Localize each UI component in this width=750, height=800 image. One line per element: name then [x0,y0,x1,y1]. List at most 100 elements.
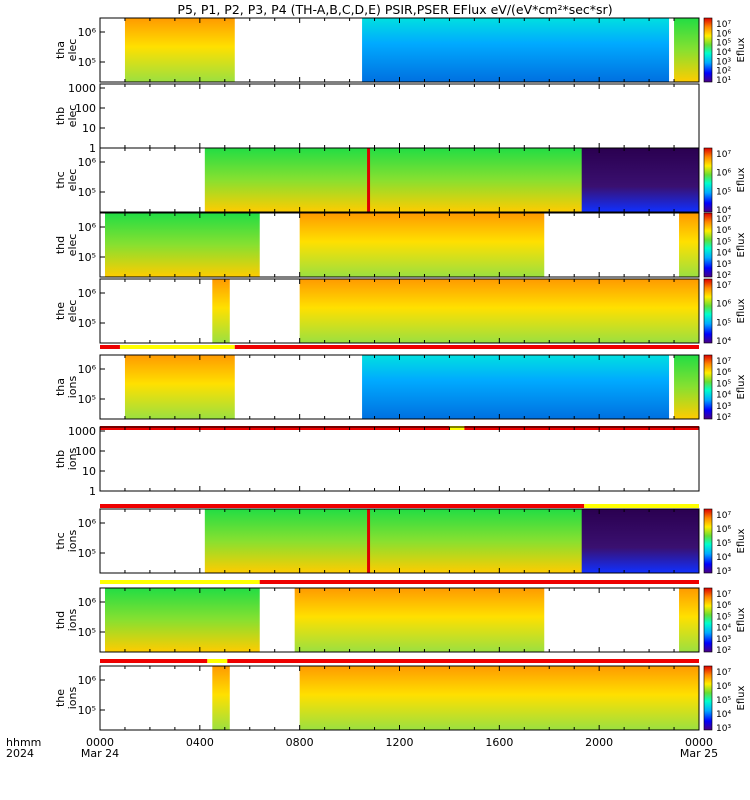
y-axis-label-probe: thc [54,532,67,549]
status-segment [100,659,208,663]
y-tick-label: 10⁵ [78,56,96,69]
panel-thc-ions: 10⁶ 10⁵ thc ions 10⁷ 10⁶ 10⁵ 10⁴ 10³ Eflux [54,508,747,584]
colorbar-tick-label: 10⁶ [716,682,731,692]
colorbar-tick-label: 10⁷ [716,357,731,367]
data-interval [104,588,260,652]
data-interval [362,355,670,419]
colorbar-tick-label: 10⁴ [716,48,731,58]
y-tick-label: 10⁶ [78,221,97,234]
y-tick-label: 10⁵ [78,547,96,560]
panel-thb-elec: 1000 100 10 1 thb elec [54,82,700,155]
y-axis-label-species: elec [66,39,79,62]
colorbar-tick-label: 10¹ [716,76,731,86]
data-interval [294,588,545,652]
status-segment [119,345,235,349]
x-label-row2: 2024 [6,747,34,760]
panel-the-elec: 10⁶ 10⁵ the elec 10⁷ 10⁶ 10⁵ 10⁴ Eflux [54,278,747,349]
colorbar-tick-label: 10⁶ [716,226,731,236]
colorbar-tick-label: 10⁶ [716,601,731,611]
colorbar-label: Eflux [736,232,747,257]
colorbar-tick-label: 10⁵ [716,187,731,197]
y-axis-label-probe: tha [54,378,67,396]
y-tick-label: 10 [82,122,96,135]
colorbar-label: Eflux [736,298,747,323]
y-tick-label: 10⁵ [78,251,96,264]
colorbar-tick-label: 10² [716,67,731,77]
colorbar-tick-label: 10⁷ [716,511,731,521]
x-tick-label: 0800 [286,736,314,749]
status-segment [100,345,120,349]
y-tick-label: 10⁵ [78,317,96,330]
colorbar-tick-label: 10³ [716,567,731,577]
colorbar-tick-label: 10² [716,413,731,423]
x-tick-label: 2000 [585,736,613,749]
y-axis-label-probe: thb [54,450,67,468]
colorbar-tick-label: 10⁶ [716,368,731,378]
colorbar-label: Eflux [736,685,747,710]
y-axis-label-species: elec [66,105,79,128]
data-interval [674,355,699,419]
x-tick-sublabel: Mar 24 [81,747,119,760]
colorbar-tick-label: 10⁶ [716,525,731,535]
data-interval [679,213,699,277]
colorbar-tick-label: 10⁵ [716,237,731,247]
y-tick-label: 100 [75,102,96,115]
colorbar-tick-label: 10³ [716,402,731,412]
x-tick-sublabel: Mar 25 [680,747,718,760]
y-tick-label: 1 [89,142,96,155]
y-axis-label-probe: the [54,302,67,320]
colorbar-tick-label: 10² [716,646,731,656]
chart-title: P5, P1, P2, P3, P4 (TH-A,B,C,D,E) PSIR,P… [177,2,612,17]
y-tick-label: 100 [75,445,96,458]
colorbar-tick-label: 10⁴ [716,624,731,634]
data-interval [124,355,235,419]
panel-thb-ions: 1000 100 10 1 thb ions [54,425,700,508]
y-axis-label-species: ions [66,608,79,631]
y-tick-label: 10⁶ [78,363,97,376]
status-segment [207,659,228,663]
panel-thc-elec: 10⁶ 10⁵ thc elec 10⁷ 10⁶ 10⁵ 10⁴ Eflux [54,147,747,216]
data-interval [299,213,545,277]
colorbar-tick-label: 10⁴ [716,337,731,347]
status-segment [259,580,699,584]
y-tick-label: 10⁵ [78,626,96,639]
y-tick-label: 10⁵ [78,393,96,406]
y-axis-label-species: elec [66,300,79,323]
data-interval [674,18,699,82]
status-segment [584,504,699,508]
y-tick-label: 10⁶ [78,26,97,39]
y-tick-label: 1000 [68,82,96,95]
colorbar-tick-label: 10⁷ [716,281,731,291]
colorbar-label: Eflux [736,167,747,192]
y-axis-label-probe: thb [54,107,67,125]
y-axis-label-probe: the [54,689,67,707]
y-axis-label-species: ions [66,686,79,709]
y-tick-label: 1 [89,485,96,498]
colorbar-tick-label: 10⁵ [716,39,731,49]
colorbar-tick-label: 10⁵ [716,318,731,328]
y-axis-label-probe: tha [54,41,67,59]
x-tick-label: 1200 [386,736,414,749]
y-tick-label: 10⁶ [78,156,97,169]
colorbar-label: Eflux [736,37,747,62]
colorbar-tick-label: 10⁷ [716,20,731,30]
colorbar-tick-label: 10⁷ [716,215,731,225]
x-tick-label: 0400 [186,736,214,749]
colorbar-tick-label: 10⁶ [716,300,731,310]
x-tick-label: 0000 [685,736,713,749]
panel-frame [99,426,700,492]
colorbar-tick-label: 10² [716,271,731,281]
status-segment [234,345,699,349]
colorbar [703,147,713,213]
colorbar [703,17,713,83]
panel-frame [99,83,700,149]
colorbar [703,587,713,653]
y-tick-label: 10 [82,465,96,478]
y-axis-label-probe: thd [54,236,67,254]
status-segment [100,504,585,508]
colorbar-label: Eflux [736,528,747,553]
data-interval [124,18,235,82]
